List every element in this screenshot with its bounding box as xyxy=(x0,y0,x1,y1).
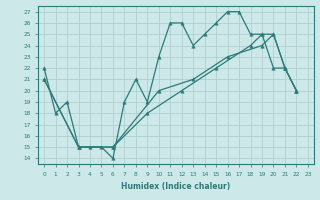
X-axis label: Humidex (Indice chaleur): Humidex (Indice chaleur) xyxy=(121,182,231,191)
